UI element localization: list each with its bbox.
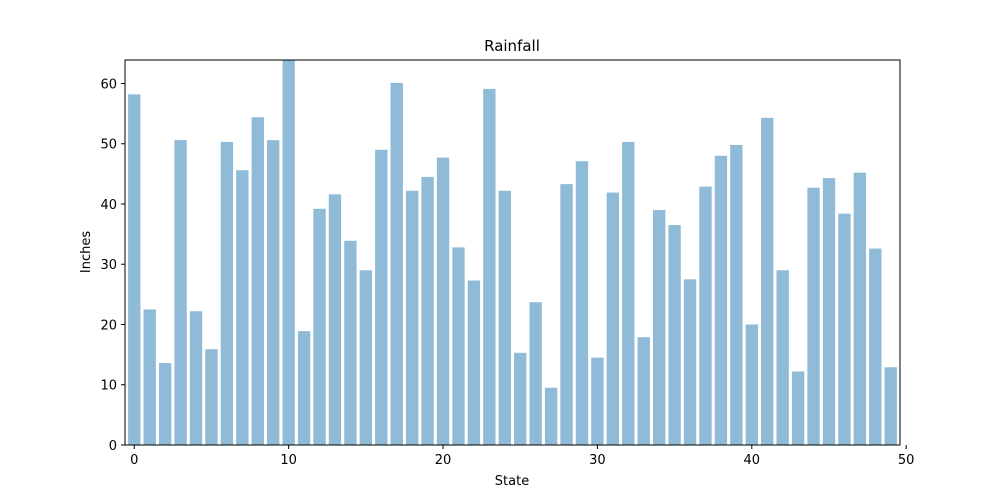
y-tick-label: 0 <box>109 439 117 454</box>
bar-state-40 <box>745 324 758 445</box>
y-tick-label: 40 <box>100 198 117 213</box>
bar-state-46 <box>838 213 851 445</box>
bar-state-24 <box>498 190 511 445</box>
bar-state-39 <box>730 144 743 445</box>
bar-state-36 <box>683 279 697 445</box>
bar-state-15 <box>359 270 373 445</box>
y-axis-label: Inches <box>79 231 94 273</box>
bars-group <box>128 60 897 446</box>
bar-state-6 <box>220 141 234 445</box>
chart-title: Rainfall <box>484 37 540 55</box>
bar-state-47 <box>853 172 867 446</box>
bar-state-23 <box>483 88 496 445</box>
bar-state-48 <box>869 248 882 445</box>
bar-state-38 <box>714 155 728 445</box>
bar-state-7 <box>236 170 249 445</box>
bar-state-11 <box>297 331 311 445</box>
x-tick-label: 40 <box>744 453 761 468</box>
bar-state-20 <box>436 157 450 445</box>
bar-state-44 <box>807 187 820 445</box>
bar-state-35 <box>668 225 681 445</box>
y-tick-label: 60 <box>100 77 117 92</box>
y-tick-label: 20 <box>100 318 117 333</box>
y-axis-ticks: 0 10 20 30 40 50 60 <box>100 77 125 454</box>
bar-state-0 <box>128 94 141 446</box>
x-tick-label: 0 <box>130 453 138 468</box>
bar-state-45 <box>822 178 836 445</box>
bar-state-34 <box>652 210 666 445</box>
bar-state-3 <box>174 140 187 445</box>
bar-state-30 <box>591 357 604 445</box>
x-tick-label: 30 <box>589 453 606 468</box>
bar-state-13 <box>328 194 342 445</box>
bar-state-4 <box>189 311 203 445</box>
bar-state-2 <box>158 363 172 445</box>
x-axis-ticks: 0 10 20 30 40 50 <box>130 445 914 468</box>
bar-state-43 <box>791 371 805 445</box>
bar-state-22 <box>467 280 481 445</box>
y-tick-label: 50 <box>100 138 117 153</box>
bar-state-49 <box>884 367 897 445</box>
bar-state-27 <box>544 387 558 445</box>
x-axis-label: State <box>495 474 529 489</box>
bar-state-12 <box>313 208 326 445</box>
bar-state-8 <box>251 117 264 446</box>
bar-state-37 <box>699 186 712 445</box>
bar-state-9 <box>267 140 280 445</box>
bar-state-17 <box>390 82 403 446</box>
bar-state-14 <box>344 240 357 445</box>
bar-state-25 <box>514 352 527 445</box>
bar-state-21 <box>452 247 465 445</box>
bar-state-10 <box>282 60 295 445</box>
x-tick-label: 20 <box>435 453 452 468</box>
bar-state-28 <box>560 184 573 446</box>
y-tick-label: 30 <box>100 258 117 273</box>
x-tick-label: 10 <box>280 453 297 468</box>
bar-state-19 <box>421 176 434 446</box>
bar-state-31 <box>606 192 620 445</box>
bar-state-18 <box>405 190 419 445</box>
bar-state-42 <box>776 270 789 445</box>
y-tick-label: 10 <box>100 379 117 394</box>
bar-state-26 <box>529 302 542 445</box>
bar-state-41 <box>761 117 774 445</box>
plot-frame <box>124 59 901 446</box>
bar-state-1 <box>143 309 156 445</box>
bar-state-32 <box>622 141 635 445</box>
bar-state-29 <box>575 161 589 446</box>
x-tick-label: 50 <box>898 453 915 468</box>
bar-state-33 <box>637 337 650 445</box>
bar-state-5 <box>205 349 218 445</box>
bar-state-16 <box>375 149 388 446</box>
